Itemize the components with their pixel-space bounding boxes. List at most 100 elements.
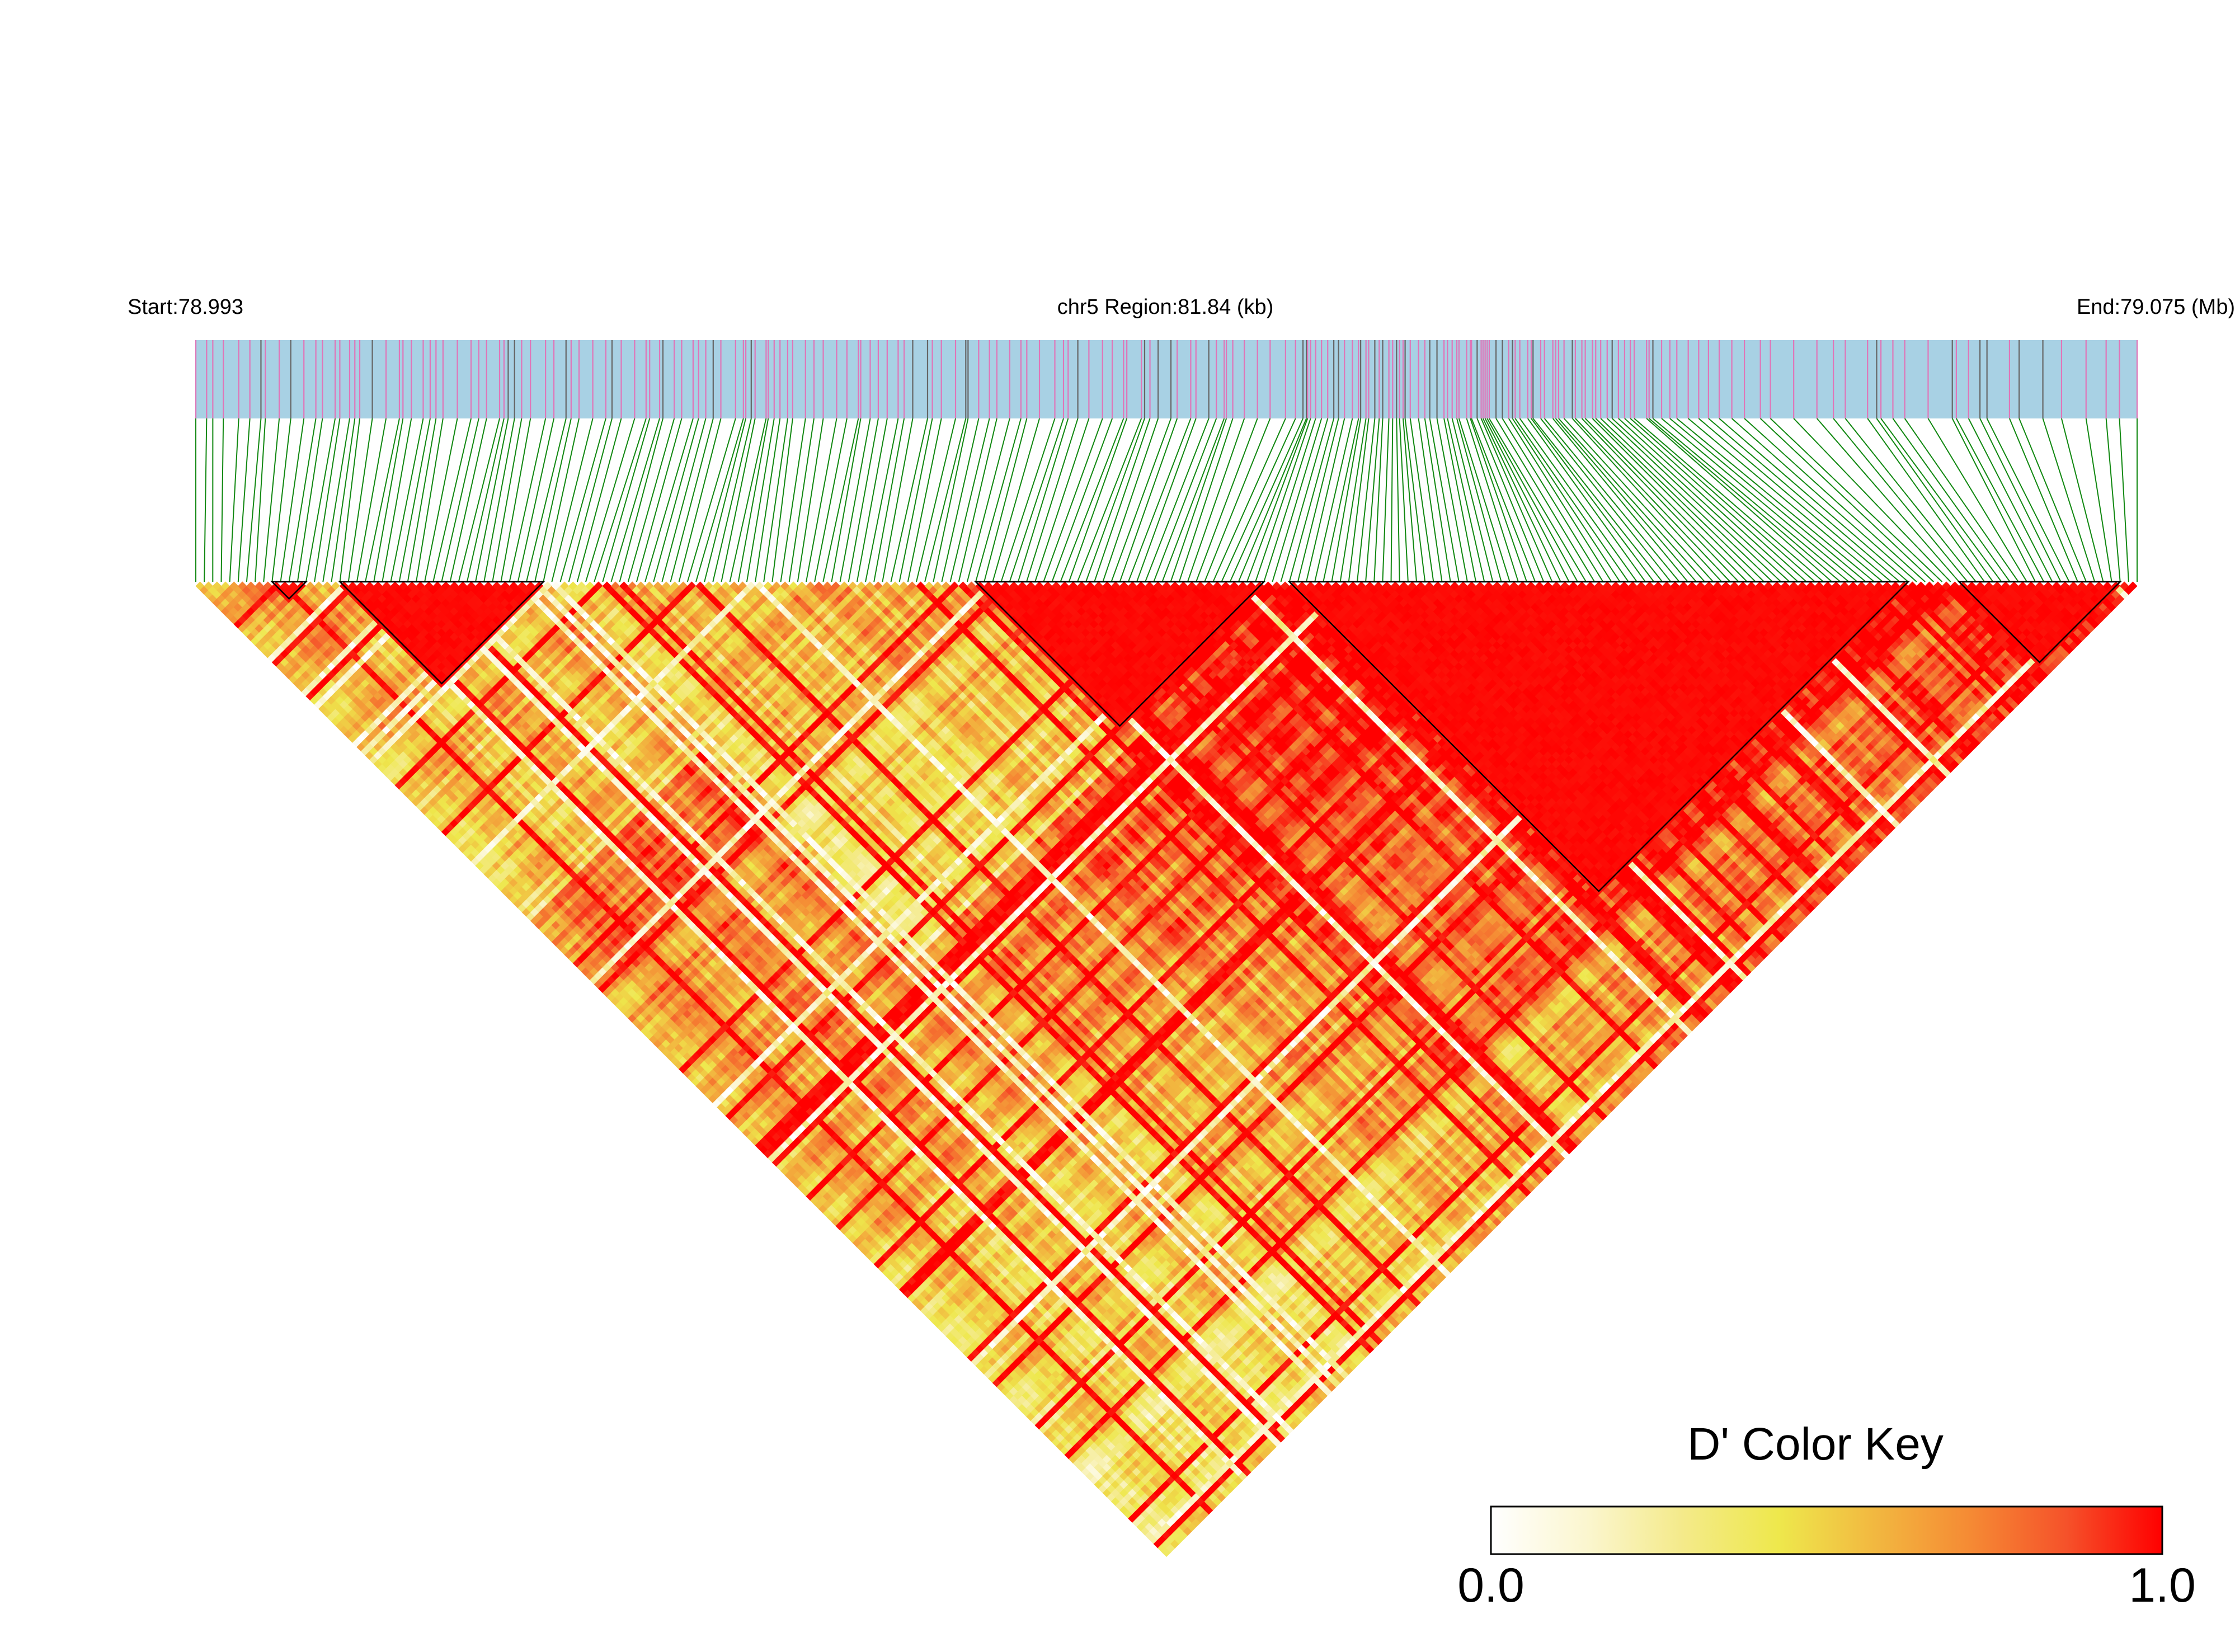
ld-cell [818, 1196, 828, 1206]
snp-connector [1508, 418, 1612, 582]
ld-cell [1005, 1391, 1014, 1400]
snp-connector [1669, 418, 1866, 582]
snp-connector [1145, 418, 1210, 582]
ld-cell [674, 1052, 684, 1061]
snp-connector [1719, 418, 1909, 582]
snp-connector [1634, 418, 1824, 582]
snp-connector [644, 418, 694, 582]
ld-cell [1026, 1412, 1036, 1422]
snp-connector [1770, 418, 1943, 582]
snp-connector [882, 418, 914, 582]
ld-cell [988, 1366, 997, 1375]
ld-cell [390, 759, 400, 769]
ld-cell [378, 764, 387, 773]
snp-connector [220, 418, 224, 582]
snp-connector [1833, 418, 1968, 582]
ld-cell [348, 725, 357, 735]
ld-cell [314, 700, 323, 709]
snp-connector [305, 418, 336, 582]
snp-connector [1476, 418, 1545, 582]
ld-cell [318, 695, 328, 705]
ld-cell [344, 713, 353, 722]
ld-cell [348, 734, 357, 743]
snp-connector [288, 418, 317, 582]
ld-cell [382, 759, 392, 769]
snp-connector [1409, 418, 1434, 582]
ld-cell [967, 1353, 976, 1362]
snp-connector [712, 418, 752, 582]
snp-connector [1646, 418, 1833, 582]
ld-cell [365, 751, 374, 760]
snp-connector [1390, 418, 1394, 582]
ld-cell [827, 1213, 836, 1222]
ld-cell [369, 738, 379, 748]
ld-cell [339, 717, 349, 727]
snp-connector [1246, 418, 1309, 582]
ld-cell [339, 725, 349, 735]
ld-cell [827, 1204, 836, 1214]
ld-triangle-heatmap [195, 581, 2138, 1557]
snp-connector [865, 418, 899, 582]
ld-cell [1043, 1429, 1053, 1439]
snp-connector [1731, 418, 1917, 582]
ld-cell [962, 1340, 972, 1349]
ld-cell [365, 742, 374, 752]
ld-cell [666, 1052, 675, 1061]
ld-cell [683, 1069, 693, 1079]
snp-connector [1314, 418, 1353, 582]
snp-connector [686, 418, 736, 582]
snp-connector [1238, 418, 1307, 582]
ld-cell [878, 1255, 887, 1265]
ld-cell [835, 1221, 845, 1231]
ld-cell [407, 776, 417, 786]
snp-connector-lines [195, 418, 2138, 582]
ld-cell [653, 1039, 663, 1049]
ld-cell [1018, 1395, 1027, 1405]
snp-connector [1563, 418, 1714, 582]
snp-connector [873, 418, 905, 582]
ld-cell [988, 1374, 997, 1383]
ld-cell [852, 1230, 862, 1239]
ld-cell [1145, 1522, 1154, 1532]
ld-cell [666, 1043, 675, 1053]
ld-cell [382, 768, 392, 778]
snp-connector [1000, 418, 1056, 582]
snp-connector [771, 418, 793, 582]
ld-cell [390, 776, 400, 786]
ld-cell [967, 1344, 976, 1354]
ld-cell [1026, 1404, 1036, 1413]
snp-connector [432, 418, 472, 582]
snp-connector [755, 418, 781, 582]
snp-connector [246, 418, 262, 582]
ld-cell [327, 713, 336, 722]
snp-connector [594, 418, 647, 582]
snp-connector [848, 418, 879, 582]
ld-cell [399, 776, 408, 786]
snp-connector [1382, 418, 1390, 582]
ld-cell [403, 772, 412, 782]
ld-cell [649, 1035, 658, 1044]
snp-connector [898, 418, 933, 582]
ld-cell [661, 1039, 671, 1049]
snp-connector [237, 418, 251, 582]
snp-connector [407, 418, 437, 582]
ld-cell [335, 721, 345, 731]
snp-connector [907, 418, 942, 582]
snp-connector [365, 418, 400, 582]
ld-cell [339, 708, 349, 718]
ld-cell [327, 695, 336, 705]
ld-cell [331, 708, 341, 718]
snp-connector [1652, 418, 1850, 582]
ld-cell [640, 1026, 650, 1036]
ld-cell [860, 1238, 871, 1248]
ld-cell [1034, 1412, 1044, 1422]
ld-cell [670, 1047, 680, 1057]
ld-cell [687, 1073, 697, 1082]
snp-connector [263, 418, 280, 582]
ld-cell [356, 742, 366, 752]
ld-cell [369, 746, 379, 756]
ld-cell [1043, 1420, 1053, 1430]
snp-connector [229, 418, 239, 582]
snp-connector [1447, 418, 1485, 582]
ld-cell [708, 1094, 718, 1104]
